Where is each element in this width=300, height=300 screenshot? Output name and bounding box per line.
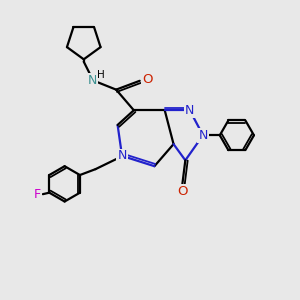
Text: N: N xyxy=(117,149,127,162)
Text: N: N xyxy=(198,129,208,142)
Text: H: H xyxy=(97,70,104,80)
Text: O: O xyxy=(142,73,153,86)
Text: O: O xyxy=(177,185,188,198)
Text: F: F xyxy=(34,188,41,201)
Text: N: N xyxy=(185,104,194,117)
Text: N: N xyxy=(88,74,97,87)
